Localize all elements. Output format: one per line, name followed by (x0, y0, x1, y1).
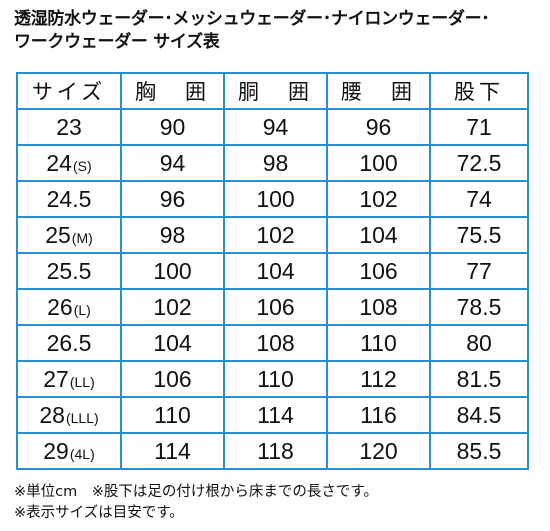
cell-waist: 106 (223, 288, 328, 326)
cell-inseam: 80 (429, 324, 529, 362)
size-table: サイズ 胸 囲 胴 囲 腰 囲 股下 23 90 94 96 71 24(S) 94 98 10… (16, 72, 529, 470)
size-number: 23 (56, 113, 82, 140)
cell-size: 24.5 (16, 180, 122, 218)
size-letter: (S) (72, 157, 92, 174)
cell-inseam: 74 (429, 180, 529, 218)
cell-hip: 112 (326, 360, 431, 398)
title-line-2: ワークウェーダー サイズ表 (14, 32, 220, 52)
size-letter: (M) (71, 229, 93, 246)
cell-hip: 104 (326, 216, 431, 254)
cell-waist: 118 (223, 432, 328, 470)
table-row: 26.5 104 108 110 80 (16, 324, 529, 362)
size-number: 24.5 (46, 185, 92, 212)
header-inseam: 股下 (429, 72, 529, 110)
size-table-body: 23 90 94 96 71 24(S) 94 98 100 72.5 24.5 96 100 102 74… (16, 108, 529, 470)
cell-chest: 98 (120, 216, 225, 254)
cell-waist: 102 (223, 216, 328, 254)
table-row: 27(LL) 106 110 112 81.5 (16, 360, 529, 398)
cell-size: 28(LLL) (16, 396, 122, 434)
table-row: 25(M) 98 102 104 75.5 (16, 216, 529, 254)
size-number: 29 (43, 437, 69, 464)
cell-hip: 110 (326, 324, 431, 362)
size-number: 25.5 (46, 257, 92, 284)
cell-hip: 100 (326, 144, 431, 182)
size-number: 24 (46, 149, 72, 176)
cell-chest: 114 (120, 432, 225, 470)
cell-waist: 100 (223, 180, 328, 218)
cell-chest: 102 (120, 288, 225, 326)
cell-waist: 114 (223, 396, 328, 434)
cell-chest: 106 (120, 360, 225, 398)
table-row: 23 90 94 96 71 (16, 108, 529, 146)
cell-size: 25(M) (16, 216, 122, 254)
cell-inseam: 84.5 (429, 396, 529, 434)
cell-inseam: 77 (429, 252, 529, 290)
table-row: 26(L) 102 106 108 78.5 (16, 288, 529, 326)
cell-chest: 96 (120, 180, 225, 218)
cell-chest: 90 (120, 108, 225, 146)
cell-size: 27(LL) (16, 360, 122, 398)
cell-inseam: 81.5 (429, 360, 529, 398)
size-table-header: サイズ 胸 囲 胴 囲 腰 囲 股下 (16, 72, 529, 110)
cell-size: 29(4L) (16, 432, 122, 470)
cell-hip: 108 (326, 288, 431, 326)
cell-waist: 108 (223, 324, 328, 362)
cell-waist: 104 (223, 252, 328, 290)
cell-hip: 102 (326, 180, 431, 218)
size-number: 26 (47, 293, 73, 320)
cell-chest: 104 (120, 324, 225, 362)
cell-waist: 94 (223, 108, 328, 146)
header-row: サイズ 胸 囲 胴 囲 腰 囲 股下 (16, 72, 529, 110)
header-size: サイズ (16, 72, 122, 110)
cell-inseam: 71 (429, 108, 529, 146)
cell-inseam: 72.5 (429, 144, 529, 182)
size-number: 27 (43, 365, 69, 392)
cell-hip: 120 (326, 432, 431, 470)
cell-hip: 116 (326, 396, 431, 434)
cell-waist: 110 (223, 360, 328, 398)
cell-size: 25.5 (16, 252, 122, 290)
cell-size: 26(L) (16, 288, 122, 326)
cell-hip: 96 (326, 108, 431, 146)
size-number: 28 (39, 401, 65, 428)
note-line-1: ※単位cm ※股下は足の付け根から床までの長さです。 (14, 484, 378, 500)
size-number: 25 (45, 221, 71, 248)
table-row: 24.5 96 100 102 74 (16, 180, 529, 218)
cell-size: 23 (16, 108, 122, 146)
cell-size: 26.5 (16, 324, 122, 362)
header-waist: 胴 囲 (223, 72, 328, 110)
size-letter: (L) (73, 301, 91, 318)
size-letter: (4L) (69, 445, 95, 462)
table-row: 25.5 100 104 106 77 (16, 252, 529, 290)
table-row: 28(LLL) 110 114 116 84.5 (16, 396, 529, 434)
table-row: 24(S) 94 98 100 72.5 (16, 144, 529, 182)
note-line-2: ※表示サイズは目安です。 (14, 505, 184, 521)
size-letter: (LL) (69, 373, 95, 390)
notes: ※単位cm ※股下は足の付け根から床までの長さです。 ※表示サイズは目安です。 (14, 482, 378, 524)
size-letter: (LLL) (65, 409, 99, 426)
cell-hip: 106 (326, 252, 431, 290)
cell-chest: 110 (120, 396, 225, 434)
header-hip: 腰 囲 (326, 72, 431, 110)
title-line-1: 透湿防水ウェーダー･メッシュウェーダー･ナイロンウェーダー･ (14, 9, 490, 29)
cell-chest: 100 (120, 252, 225, 290)
cell-inseam: 75.5 (429, 216, 529, 254)
page-title: 透湿防水ウェーダー･メッシュウェーダー･ナイロンウェーダー･ ワークウェーダー … (14, 8, 544, 54)
cell-chest: 94 (120, 144, 225, 182)
cell-inseam: 85.5 (429, 432, 529, 470)
size-number: 26.5 (46, 329, 92, 356)
cell-size: 24(S) (16, 144, 122, 182)
cell-waist: 98 (223, 144, 328, 182)
header-chest: 胸 囲 (120, 72, 225, 110)
cell-inseam: 78.5 (429, 288, 529, 326)
table-row: 29(4L) 114 118 120 85.5 (16, 432, 529, 470)
